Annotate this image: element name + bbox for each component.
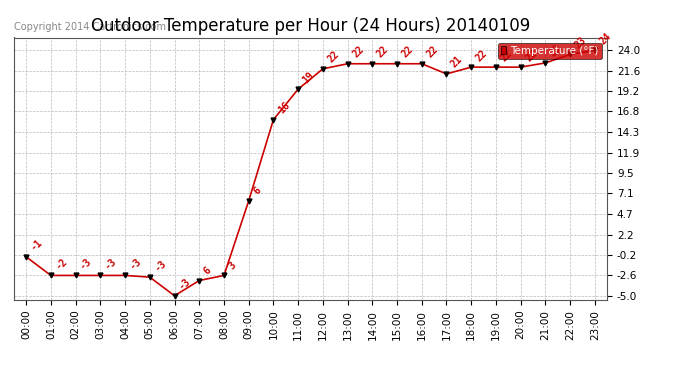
Text: -2: -2 (54, 256, 69, 271)
Text: 23: 23 (573, 35, 589, 50)
Text: -3: -3 (177, 276, 193, 292)
Text: -3: -3 (79, 256, 94, 271)
Text: 22: 22 (375, 44, 391, 60)
Legend: Temperature (°F): Temperature (°F) (498, 43, 602, 59)
Text: 6: 6 (251, 186, 263, 197)
Text: 23: 23 (548, 44, 564, 59)
Text: -3: -3 (152, 258, 168, 273)
Text: -1: -1 (29, 237, 44, 253)
Text: 22: 22 (424, 44, 440, 60)
Text: -3: -3 (128, 256, 144, 271)
Text: 24: 24 (598, 31, 613, 46)
Text: 21: 21 (449, 54, 464, 70)
Text: 19: 19 (301, 70, 316, 85)
Text: 22: 22 (474, 48, 489, 63)
Text: Copyright 2014 Cartronics.com: Copyright 2014 Cartronics.com (14, 22, 166, 32)
Text: 16: 16 (276, 100, 292, 116)
Text: 22: 22 (499, 48, 514, 63)
Text: 3: 3 (227, 260, 238, 271)
Title: Outdoor Temperature per Hour (24 Hours) 20140109: Outdoor Temperature per Hour (24 Hours) … (91, 16, 530, 34)
Text: 6: 6 (202, 265, 213, 276)
Text: 22: 22 (351, 44, 366, 60)
Text: 22: 22 (524, 48, 539, 63)
Text: -3: -3 (103, 256, 119, 271)
Text: 22: 22 (400, 44, 415, 60)
Text: 22: 22 (326, 49, 341, 64)
